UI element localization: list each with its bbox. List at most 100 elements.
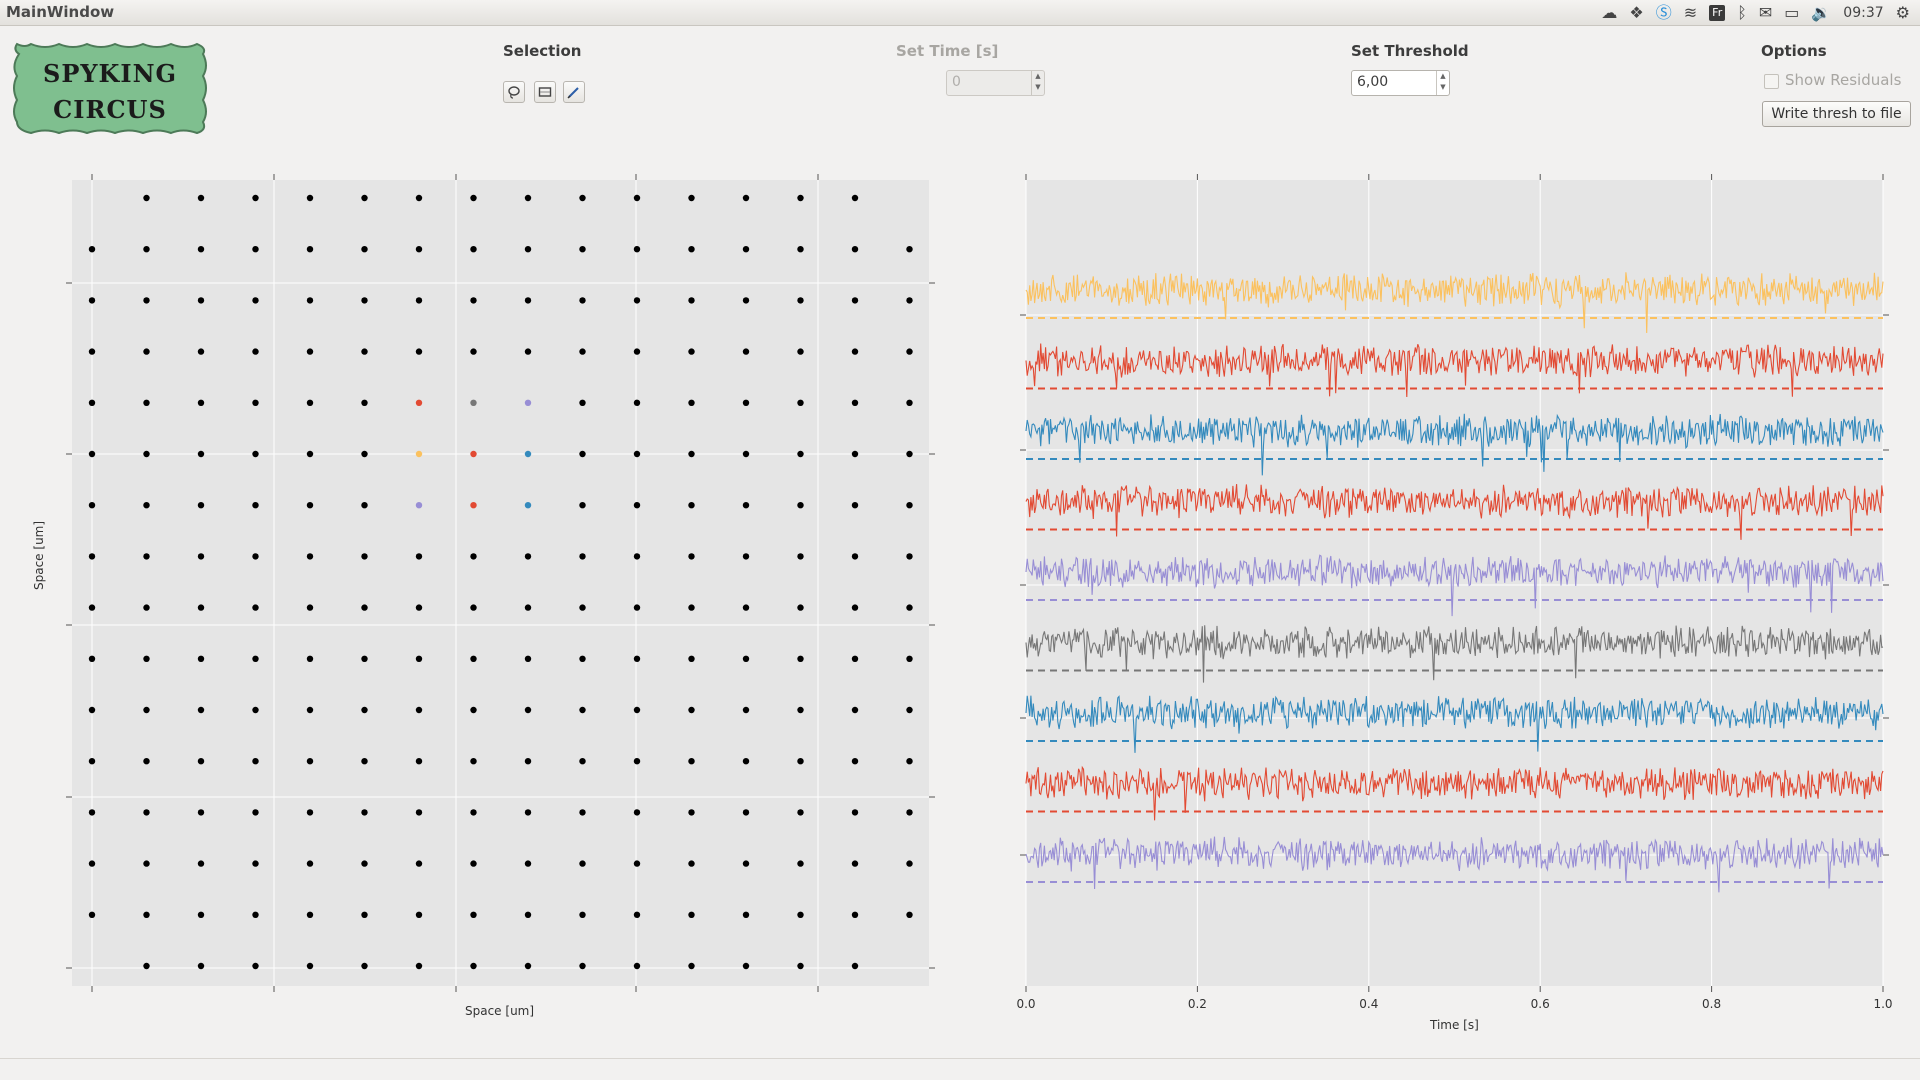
logo-text-line1: SPYKING — [43, 59, 177, 88]
rectangle-tool-button[interactable] — [534, 81, 556, 103]
pencil-tool-button[interactable] — [563, 81, 585, 103]
electrode-dot — [88, 553, 96, 560]
electrode-dot — [415, 758, 423, 765]
electrode-dot — [88, 348, 96, 355]
write-thresh-button[interactable]: Write thresh to file — [1762, 101, 1911, 127]
skype-icon[interactable]: Ⓢ — [1655, 3, 1672, 22]
electrode-dot — [306, 348, 314, 355]
electrode-dot — [252, 655, 259, 662]
electrode-dot — [688, 246, 695, 253]
electrode-dot — [906, 297, 913, 304]
electrode-dot — [688, 502, 695, 509]
bluetooth-icon[interactable]: ᛒ — [1737, 3, 1747, 22]
electrode-dot — [88, 399, 96, 406]
electrode-dot — [688, 450, 695, 458]
wifi-icon[interactable]: ≋ — [1683, 3, 1698, 22]
electrode-dot — [524, 194, 532, 202]
electrode-dot — [851, 911, 859, 918]
electrode-dot — [252, 194, 259, 202]
electrode-dot — [361, 860, 368, 867]
traces-plot[interactable]: 0.0 0.2 0.4 0.6 0.8 1.0 — [1010, 170, 1910, 1020]
electrode-dot — [197, 809, 205, 816]
electrode-dot — [197, 399, 205, 406]
selected-electrode-dot — [415, 399, 423, 406]
volume-icon[interactable]: 🔉 — [1811, 3, 1832, 22]
electrode-dot — [524, 962, 532, 970]
electrode-dot — [470, 348, 477, 355]
electrode-dot — [252, 860, 259, 867]
electrode-dot — [306, 809, 314, 816]
electrode-dot — [742, 348, 750, 355]
electrode-dot — [197, 655, 205, 662]
electrode-dot — [88, 655, 96, 662]
electrode-dot — [851, 450, 859, 458]
electrode-dot — [88, 502, 96, 509]
electrode-dot — [524, 655, 532, 662]
electrode-dot — [688, 553, 695, 560]
electrode-dot — [851, 246, 859, 253]
electrode-dot — [470, 297, 477, 304]
spin-arrows-icon[interactable]: ▲ ▼ — [1436, 71, 1449, 95]
set-threshold-spinbox[interactable]: 6,00 ▲ ▼ — [1351, 70, 1450, 96]
gear-icon[interactable]: ⚙ — [1895, 3, 1910, 22]
electrode-dot — [797, 706, 804, 714]
electrode-dot — [524, 604, 532, 611]
battery-icon[interactable]: ▭ — [1784, 3, 1800, 22]
spin-arrows-icon[interactable]: ▲ ▼ — [1031, 71, 1044, 95]
cloud-icon[interactable]: ☁ — [1601, 3, 1618, 22]
electrode-dot — [797, 962, 804, 970]
electrode-dot — [579, 962, 586, 970]
electrode-dot — [906, 553, 913, 560]
set-time-spinbox[interactable]: 0 ▲ ▼ — [946, 70, 1045, 96]
electrode-dot — [579, 297, 586, 304]
electrode-dot — [906, 450, 913, 458]
electrode-dot — [415, 706, 423, 714]
show-residuals-checkbox[interactable] — [1764, 74, 1779, 89]
electrode-dot — [633, 246, 641, 253]
electrode-dot — [524, 706, 532, 714]
electrode-dot — [306, 655, 314, 662]
electrode-dot — [742, 962, 750, 970]
electrode-dot — [143, 911, 150, 918]
electrode-dot — [470, 911, 477, 918]
mail-icon[interactable]: ✉ — [1758, 3, 1773, 22]
dropbox-icon[interactable]: ❖ — [1629, 3, 1644, 22]
selected-electrode-dot — [415, 502, 423, 509]
electrode-dot — [524, 348, 532, 355]
electrode-dot — [579, 809, 586, 816]
electrode-dot — [88, 860, 96, 867]
lasso-tool-button[interactable] — [503, 81, 525, 103]
electrode-dot — [579, 911, 586, 918]
traces-x-axis-label: Time [s] — [1430, 1018, 1479, 1032]
electrode-dot — [688, 604, 695, 611]
electrode-dot — [252, 450, 259, 458]
electrode-dot — [742, 246, 750, 253]
window-title-bar: MainWindow ☁ ❖ Ⓢ ≋ Fr ᛒ ✉ ▭ 🔉 09:37 ⚙ — [0, 0, 1920, 26]
electrode-dot — [361, 809, 368, 816]
traces-x-tick-label: 0.0 — [1016, 997, 1035, 1011]
probe-layout-plot[interactable] — [60, 170, 960, 1010]
electrode-dot — [688, 860, 695, 867]
show-residuals-label: Show Residuals — [1785, 71, 1902, 89]
electrode-dot — [906, 911, 913, 918]
electrode-dot — [851, 297, 859, 304]
electrode-dot — [143, 604, 150, 611]
electrode-dot — [252, 502, 259, 509]
options-title: Options — [1761, 42, 1827, 60]
electrode-dot — [633, 450, 641, 458]
electrode-dot — [252, 706, 259, 714]
keyboard-layout-indicator[interactable]: Fr — [1709, 4, 1726, 21]
electrode-dot — [88, 604, 96, 611]
electrode-dot — [797, 450, 804, 458]
electrode-dot — [906, 604, 913, 611]
electrode-dot — [252, 246, 259, 253]
electrode-dot — [742, 860, 750, 867]
spyking-circus-logo: SPYKING CIRCUS — [13, 42, 207, 135]
electrode-dot — [470, 655, 477, 662]
electrode-dot — [742, 604, 750, 611]
trace-line — [1025, 272, 1884, 334]
clock[interactable]: 09:37 — [1843, 4, 1884, 21]
electrode-dot — [797, 194, 804, 202]
electrode-dot — [851, 962, 859, 970]
electrode-dot — [306, 450, 314, 458]
